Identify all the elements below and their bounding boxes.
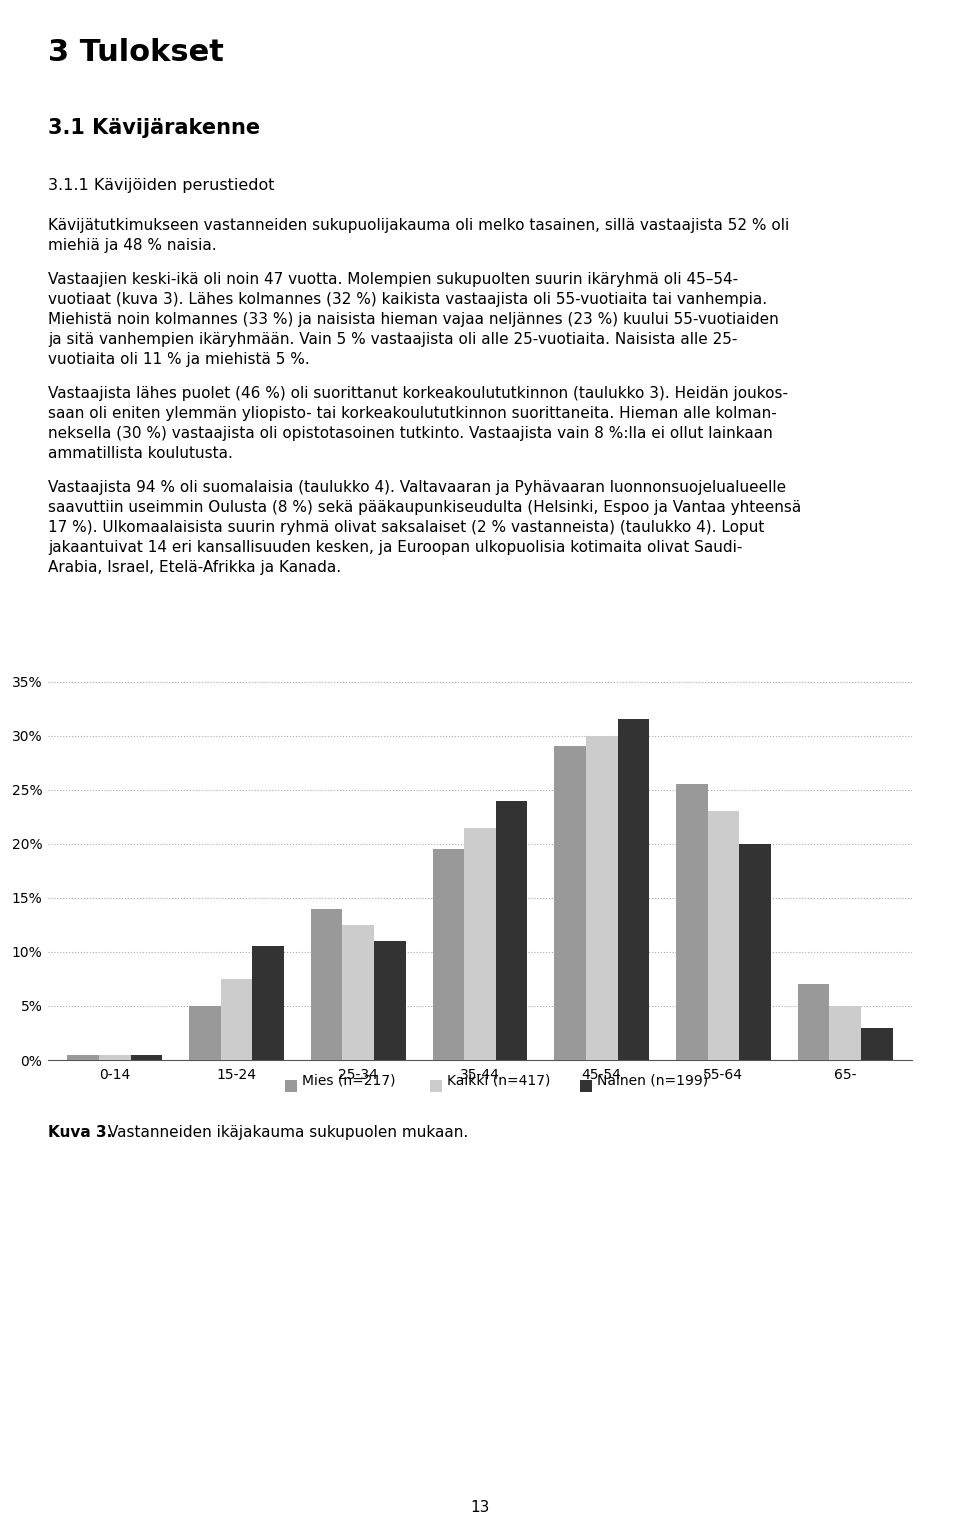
Bar	[798, 984, 829, 1059]
Bar	[495, 800, 527, 1059]
Text: Vastaajista lähes puolet (46 %) oli suorittanut korkeakoulututkinnon (taulukko 3: Vastaajista lähes puolet (46 %) oli suor…	[48, 386, 788, 402]
Text: Kävijätutkimukseen vastanneiden sukupuolijakauma oli melko tasainen, sillä vasta: Kävijätutkimukseen vastanneiden sukupuol…	[48, 218, 789, 233]
Bar	[343, 924, 374, 1059]
Text: vuotiaita oli 11 % ja miehistä 5 %.: vuotiaita oli 11 % ja miehistä 5 %.	[48, 353, 310, 366]
Text: vuotiaat (kuva 3). Lähes kolmannes (32 %) kaikista vastaajista oli 55-vuotiaita : vuotiaat (kuva 3). Lähes kolmannes (32 %…	[48, 291, 767, 307]
Bar	[586, 736, 617, 1059]
Text: miehiä ja 48 % naisia.: miehiä ja 48 % naisia.	[48, 238, 217, 253]
Bar	[829, 1006, 861, 1059]
Text: saan oli eniten ylemmän yliopisto- tai korkeakoulututkinnon suorittaneita. Hiema: saan oli eniten ylemmän yliopisto- tai k…	[48, 406, 777, 422]
Text: Vastaajista 94 % oli suomalaisia (taulukko 4). Valtavaaran ja Pyhävaaran luonnon: Vastaajista 94 % oli suomalaisia (tauluk…	[48, 480, 786, 495]
Bar	[252, 946, 284, 1059]
Bar	[676, 785, 708, 1059]
Bar	[465, 828, 495, 1059]
Bar	[554, 747, 586, 1059]
Text: neksella (30 %) vastaajista oli opistotasoinen tutkinto. Vastaajista vain 8 %:ll: neksella (30 %) vastaajista oli opistota…	[48, 426, 773, 442]
Text: Arabia, Israel, Etelä-Afrikka ja Kanada.: Arabia, Israel, Etelä-Afrikka ja Kanada.	[48, 560, 341, 575]
Text: 3.1 Kävijärakenne: 3.1 Kävijärakenne	[48, 118, 260, 138]
Text: 17 %). Ulkomaalaisista suurin ryhmä olivat saksalaiset (2 % vastanneista) (taulu: 17 %). Ulkomaalaisista suurin ryhmä oliv…	[48, 520, 764, 535]
Text: ja sitä vanhempien ikäryhmään. Vain 5 % vastaajista oli alle 25-vuotiaita. Naisi: ja sitä vanhempien ikäryhmään. Vain 5 % …	[48, 333, 737, 346]
Bar	[374, 941, 406, 1059]
Bar	[131, 1055, 162, 1059]
Text: 3.1.1 Kävijöiden perustiedot: 3.1.1 Kävijöiden perustiedot	[48, 178, 275, 193]
Text: ammatillista koulutusta.: ammatillista koulutusta.	[48, 446, 233, 461]
Bar	[311, 909, 343, 1059]
Text: jakaantuivat 14 eri kansallisuuden kesken, ja Euroopan ulkopuolisia kotimaita ol: jakaantuivat 14 eri kansallisuuden keske…	[48, 540, 742, 555]
Text: Nainen (n=199): Nainen (n=199)	[597, 1073, 708, 1087]
Bar	[708, 811, 739, 1059]
Bar	[189, 1006, 221, 1059]
Bar	[67, 1055, 99, 1059]
Text: Kuva 3.: Kuva 3.	[48, 1125, 112, 1141]
Text: Miehistä noin kolmannes (33 %) ja naisista hieman vajaa neljännes (23 %) kuului : Miehistä noin kolmannes (33 %) ja naisis…	[48, 313, 779, 327]
Text: saavuttiin useimmin Oulusta (8 %) sekä pääkaupunkiseudulta (Helsinki, Espoo ja V: saavuttiin useimmin Oulusta (8 %) sekä p…	[48, 500, 802, 515]
Bar	[617, 719, 649, 1059]
Text: Vastaajien keski-ikä oli noin 47 vuotta. Molempien sukupuolten suurin ikäryhmä o: Vastaajien keski-ikä oli noin 47 vuotta.…	[48, 271, 738, 287]
Bar	[739, 843, 771, 1059]
Text: Kaikki (n=417): Kaikki (n=417)	[447, 1073, 550, 1087]
Text: Vastanneiden ikäjakauma sukupuolen mukaan.: Vastanneiden ikäjakauma sukupuolen mukaa…	[103, 1125, 468, 1141]
Bar	[221, 980, 252, 1059]
Bar	[99, 1055, 131, 1059]
Text: Mies (n=217): Mies (n=217)	[302, 1073, 396, 1087]
Bar	[861, 1027, 893, 1059]
Bar	[433, 849, 465, 1059]
Text: 3 Tulokset: 3 Tulokset	[48, 38, 224, 67]
Text: 13: 13	[470, 1499, 490, 1515]
